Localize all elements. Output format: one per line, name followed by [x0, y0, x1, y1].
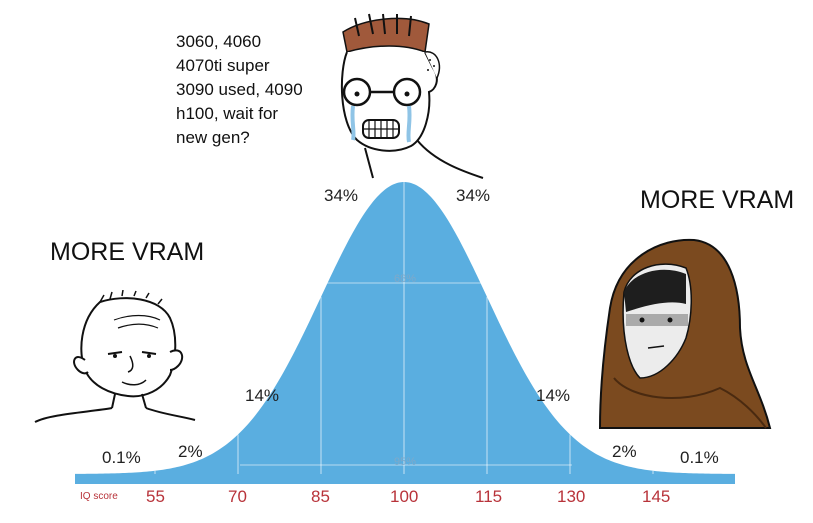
- sd-divider-lines: [154, 182, 654, 474]
- band-label-right-34: 34%: [456, 186, 491, 205]
- inner-68-label: 68%: [394, 273, 417, 285]
- band-label-left-2: 2%: [178, 442, 203, 461]
- tick-145: 145: [642, 487, 671, 506]
- band-label-far-left: 0.1%: [102, 448, 141, 467]
- tick-115: 115: [475, 487, 503, 506]
- baseline-bar: [75, 474, 735, 484]
- crying-wojak-center-drawing: [340, 13, 484, 179]
- hooded-figure-right-drawing: [598, 238, 772, 429]
- band-label-left-14: 14%: [245, 386, 280, 405]
- tick-130: 130: [557, 487, 586, 506]
- wojak-left-drawing: [34, 290, 196, 423]
- band-label-right-2: 2%: [612, 442, 637, 461]
- center-character-text: 3060, 4060 4070ti super 3090 used, 4090 …: [176, 32, 303, 147]
- inner-95-label: 95%: [394, 456, 417, 468]
- band-label-far-right: 0.1%: [680, 448, 719, 467]
- tick-55: 55: [146, 487, 165, 506]
- tick-85: 85: [311, 487, 330, 506]
- left-caption: MORE VRAM: [50, 238, 205, 266]
- axis-label-iq-score: IQ score: [80, 491, 118, 502]
- tick-70: 70: [228, 487, 247, 506]
- band-label-left-34: 34%: [324, 186, 359, 205]
- tick-100: 100: [390, 487, 419, 506]
- bell-curve-area: [75, 182, 735, 474]
- right-caption: MORE VRAM: [640, 186, 795, 214]
- band-label-right-14: 14%: [536, 386, 571, 405]
